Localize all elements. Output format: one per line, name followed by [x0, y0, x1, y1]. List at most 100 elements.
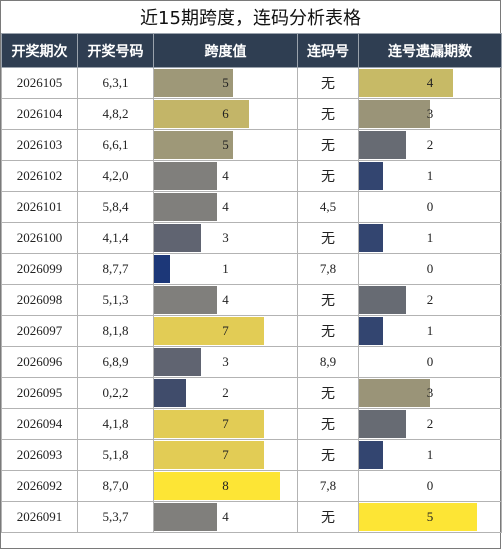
- span-bar: [154, 286, 217, 314]
- lian-cell: 无: [297, 98, 359, 130]
- miss-bar: [359, 317, 383, 345]
- table-row: 2026100 4,1,4 3 无 1: [1, 222, 502, 254]
- miss-bar: [359, 503, 477, 531]
- span-value: 1: [222, 261, 229, 276]
- miss-bar: [359, 131, 406, 159]
- span-cell: 7: [153, 408, 298, 440]
- numbers-cell: 5,1,3: [77, 284, 154, 316]
- span-value: 6: [222, 106, 229, 121]
- miss-value: 2: [426, 292, 434, 307]
- header-miss: 连号遗漏期数: [358, 33, 502, 68]
- span-bar: [154, 317, 264, 345]
- lian-cell: 无: [297, 315, 359, 347]
- table-row: 2026095 0,2,2 2 无 3: [1, 377, 502, 409]
- miss-value: 0: [426, 199, 434, 214]
- miss-cell: 0: [358, 253, 502, 285]
- miss-value: 2: [426, 137, 434, 152]
- table-row: 2026092 8,7,0 8 7,8 0: [1, 470, 502, 502]
- period-cell: 2026091: [1, 501, 78, 533]
- numbers-cell: 5,1,8: [77, 439, 154, 471]
- lian-cell: 无: [297, 377, 359, 409]
- numbers-cell: 6,3,1: [77, 67, 154, 99]
- miss-bar: [359, 224, 383, 252]
- numbers-cell: 4,8,2: [77, 98, 154, 130]
- span-cell: 4: [153, 284, 298, 316]
- miss-cell: 4: [358, 67, 502, 99]
- header-span: 跨度值: [153, 33, 298, 68]
- span-bar: [154, 224, 201, 252]
- span-cell: 6: [153, 98, 298, 130]
- span-cell: 3: [153, 346, 298, 378]
- table-row: 2026091 5,3,7 4 无 5: [1, 501, 502, 533]
- span-value: 5: [222, 137, 229, 152]
- miss-cell: 3: [358, 377, 502, 409]
- miss-cell: 0: [358, 346, 502, 378]
- miss-cell: 0: [358, 191, 502, 223]
- span-value: 8: [222, 478, 229, 493]
- span-bar: [154, 162, 217, 190]
- period-cell: 2026098: [1, 284, 78, 316]
- miss-value: 4: [426, 75, 434, 90]
- miss-cell: 1: [358, 315, 502, 347]
- span-bar: [154, 100, 249, 128]
- span-bar: [154, 193, 217, 221]
- period-cell: 2026096: [1, 346, 78, 378]
- miss-value: 1: [426, 230, 434, 245]
- numbers-cell: 8,7,7: [77, 253, 154, 285]
- span-cell: 8: [153, 470, 298, 502]
- numbers-cell: 4,2,0: [77, 160, 154, 192]
- period-cell: 2026092: [1, 470, 78, 502]
- miss-bar: [359, 69, 453, 97]
- table-body: 2026105 6,3,1 5 无 4 2026104 4,8,2 6 无 3 2026103 6,6…: [1, 67, 502, 533]
- table-row: 2026102 4,2,0 4 无 1: [1, 160, 502, 192]
- period-cell: 2026094: [1, 408, 78, 440]
- span-cell: 5: [153, 129, 298, 161]
- lian-cell: 4,5: [297, 191, 359, 223]
- table-row: 2026103 6,6,1 5 无 2: [1, 129, 502, 161]
- period-cell: 2026105: [1, 67, 78, 99]
- lian-cell: 无: [297, 160, 359, 192]
- lian-cell: 无: [297, 222, 359, 254]
- miss-cell: 5: [358, 501, 502, 533]
- miss-value: 2: [426, 416, 434, 431]
- period-cell: 2026103: [1, 129, 78, 161]
- miss-cell: 2: [358, 408, 502, 440]
- span-cell: 5: [153, 67, 298, 99]
- header-numbers: 开奖号码: [77, 33, 154, 68]
- period-cell: 2026100: [1, 222, 78, 254]
- miss-cell: 3: [358, 98, 502, 130]
- numbers-cell: 4,1,8: [77, 408, 154, 440]
- miss-bar: [359, 162, 383, 190]
- miss-cell: 1: [358, 160, 502, 192]
- period-cell: 2026093: [1, 439, 78, 471]
- period-cell: 2026102: [1, 160, 78, 192]
- period-cell: 2026104: [1, 98, 78, 130]
- miss-cell: 2: [358, 129, 502, 161]
- span-cell: 2: [153, 377, 298, 409]
- span-cell: 4: [153, 191, 298, 223]
- header-row: 开奖期次 开奖号码 跨度值 连码号 连号遗漏期数: [1, 33, 502, 68]
- period-cell: 2026097: [1, 315, 78, 347]
- span-bar: [154, 255, 170, 283]
- table-row: 2026096 6,8,9 3 8,9 0: [1, 346, 502, 378]
- span-cell: 1: [153, 253, 298, 285]
- table-row: 2026094 4,1,8 7 无 2: [1, 408, 502, 440]
- span-cell: 4: [153, 160, 298, 192]
- span-value: 4: [222, 292, 229, 307]
- lian-cell: 无: [297, 67, 359, 99]
- miss-value: 5: [426, 509, 434, 524]
- miss-bar: [359, 410, 406, 438]
- table-row: 2026097 8,1,8 7 无 1: [1, 315, 502, 347]
- header-lian: 连码号: [297, 33, 359, 68]
- miss-value: 1: [426, 323, 434, 338]
- miss-value: 1: [426, 168, 434, 183]
- numbers-cell: 0,2,2: [77, 377, 154, 409]
- span-value: 7: [222, 323, 229, 338]
- miss-cell: 0: [358, 470, 502, 502]
- table-row: 2026093 5,1,8 7 无 1: [1, 439, 502, 471]
- numbers-cell: 6,8,9: [77, 346, 154, 378]
- table-row: 2026101 5,8,4 4 4,5 0: [1, 191, 502, 223]
- numbers-cell: 8,7,0: [77, 470, 154, 502]
- span-cell: 3: [153, 222, 298, 254]
- numbers-cell: 5,3,7: [77, 501, 154, 533]
